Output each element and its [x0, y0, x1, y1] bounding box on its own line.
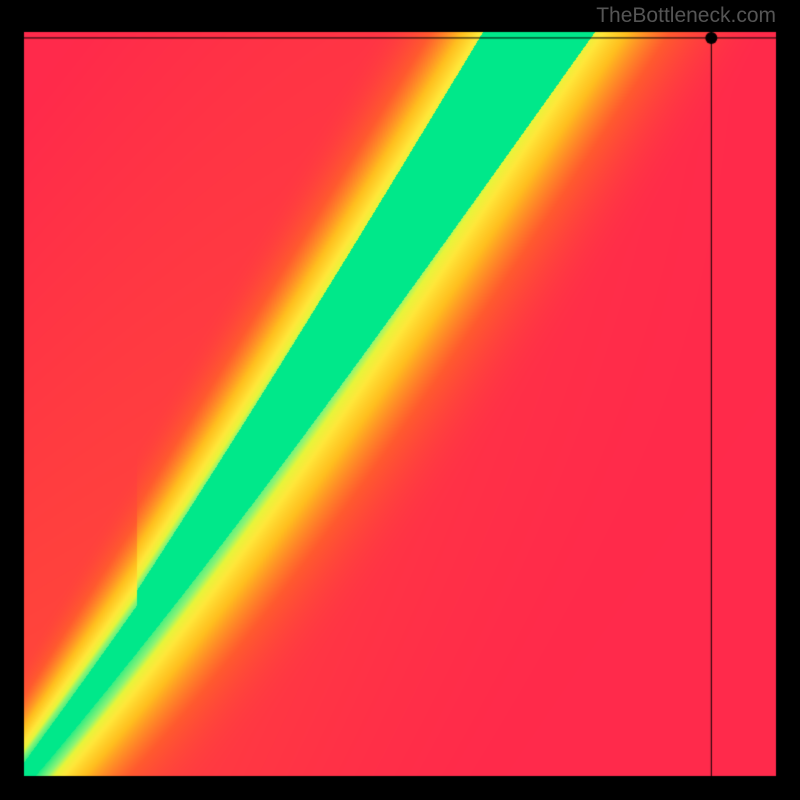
watermark-text: TheBottleneck.com — [596, 4, 776, 28]
heatmap-canvas — [0, 0, 800, 800]
chart-container: TheBottleneck.com — [0, 0, 800, 800]
